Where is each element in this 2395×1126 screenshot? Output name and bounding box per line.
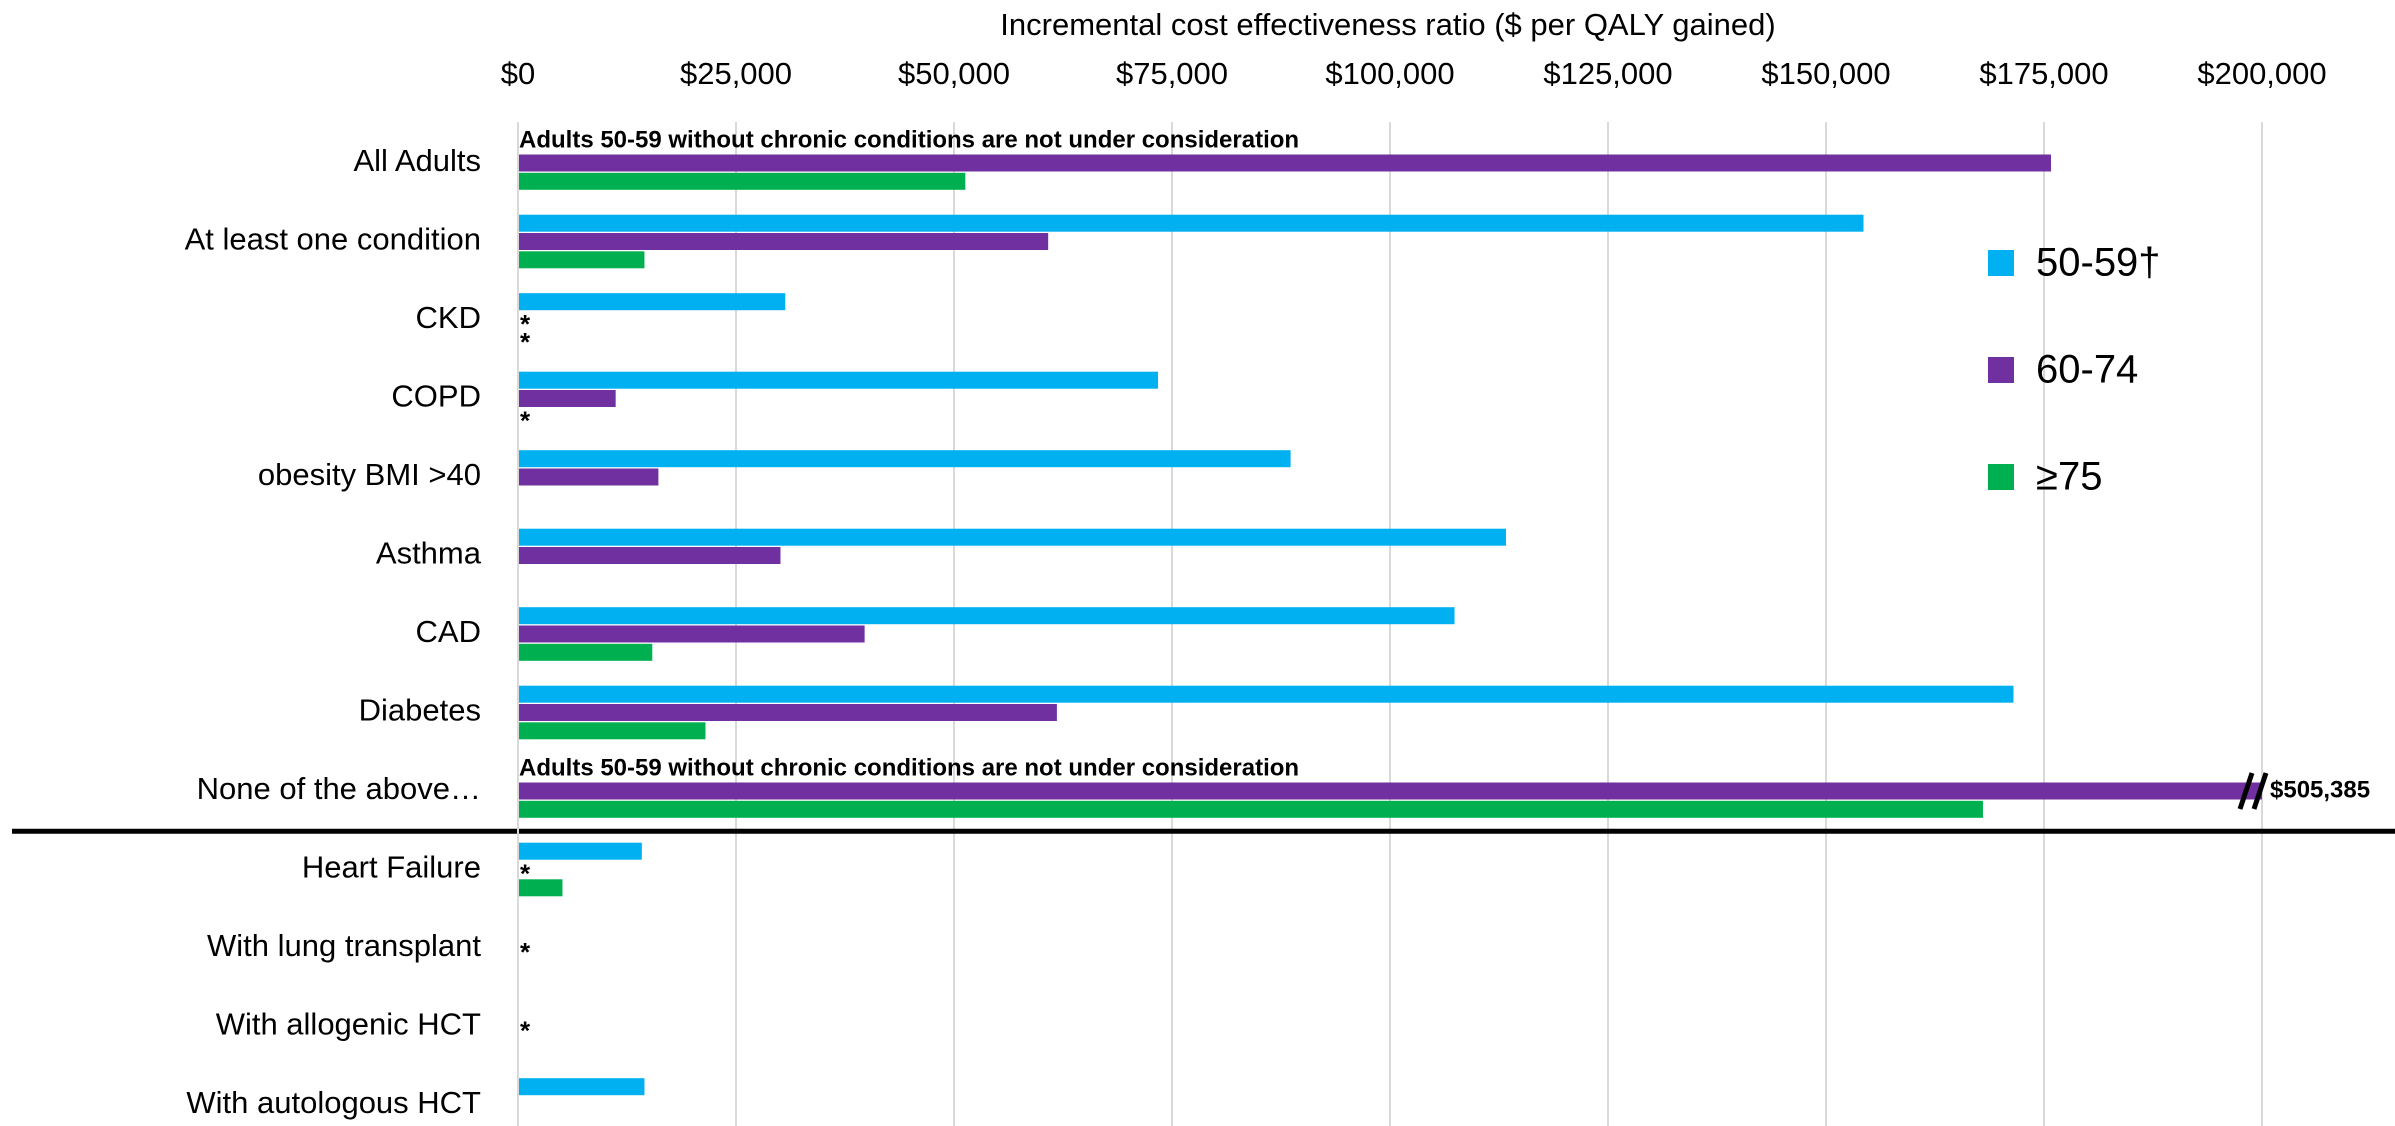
x-tick-label: $175,000 [1979,56,2108,91]
y-tick-label: At least one condition [185,222,481,257]
value-label: * [520,937,531,967]
value-label: * [520,406,531,436]
y-tick-label: With allogenic HCT [216,1007,481,1042]
bar [518,172,966,190]
y-tick-label: Diabetes [359,693,481,728]
x-tick-label: $100,000 [1325,56,1454,91]
annotation: Adults 50-59 without chronic conditions … [519,754,1299,781]
x-tick-label: $0 [501,56,535,91]
bar [518,154,2051,172]
legend-swatch [1988,464,2014,490]
y-tick-label: None of the above… [197,771,481,806]
x-tick-label: $125,000 [1543,56,1672,91]
bar [518,390,616,407]
legend-label: 60-74 [2036,348,2138,392]
value-label: * [520,327,531,357]
axis-title: Incremental cost effectiveness ratio ($ … [1000,7,1775,42]
bar [518,293,786,311]
bar [518,782,2262,800]
bar [518,371,1159,389]
bar [518,842,642,860]
annotation: Adults 50-59 without chronic conditions … [519,126,1299,153]
legend-swatch [1988,357,2014,383]
bar [518,800,1983,818]
bar [518,685,2014,703]
axis-break [2237,772,2269,810]
x-tick-label: $200,000 [2197,56,2326,91]
bar [518,643,653,661]
bar [518,607,1455,625]
x-tick-label: $25,000 [680,56,792,91]
y-tick-label: With lung transplant [207,928,481,963]
y-tick-label: CKD [416,300,481,335]
y-tick-label: With autologous HCT [186,1085,481,1120]
bar [518,233,1049,250]
bar [518,468,659,486]
bar [518,547,781,564]
legend-swatch [1988,250,2014,276]
legend-label: 50-59† [2036,241,2161,285]
value-label: $505,385 [2270,776,2370,803]
y-tick-label: Asthma [376,536,482,571]
y-tick-label: All Adults [353,143,481,178]
bar [518,625,865,643]
x-tick-label: $50,000 [898,56,1010,91]
y-tick-label: CAD [416,614,481,649]
y-tick-label: Heart Failure [302,850,481,885]
value-label: * [520,309,531,339]
legend-label: ≥75 [2036,455,2102,499]
bar [518,722,706,740]
bar [518,450,1291,468]
bar [518,879,563,897]
x-tick-label: $150,000 [1761,56,1890,91]
value-label: * [520,1015,531,1045]
value-label: * [520,858,531,888]
y-tick-label: obesity BMI >40 [258,457,481,492]
x-tick-label: $75,000 [1116,56,1228,91]
bar [518,528,1506,546]
bar [518,214,1864,232]
bar [518,251,645,269]
bar [518,1078,645,1096]
bar [518,704,1057,721]
y-tick-label: COPD [391,379,481,414]
